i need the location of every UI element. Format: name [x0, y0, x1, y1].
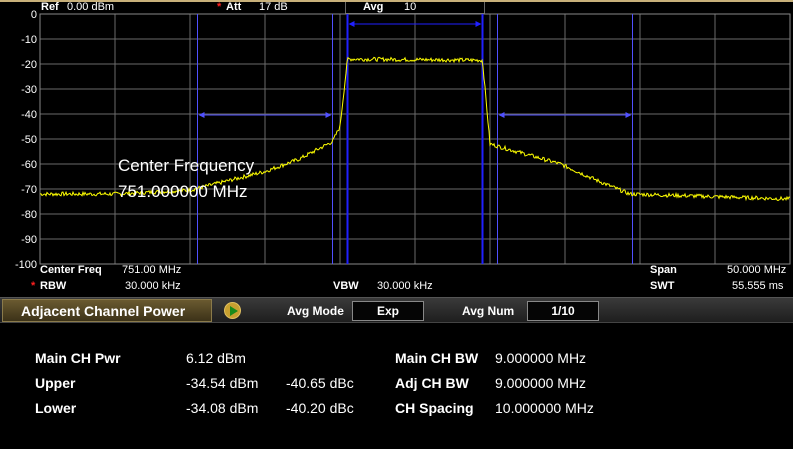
swt-label: SWT [650, 280, 675, 292]
y-tick-label: -10 [21, 34, 37, 46]
y-tick-label: -60 [21, 159, 37, 171]
upper-dbm: -34.54 dBm [186, 375, 259, 391]
plot-border [39, 13, 791, 265]
center-frequency-value: 751.000000 MHz [118, 182, 248, 201]
main-ch-pwr-label: Main CH Pwr [35, 350, 121, 366]
center-freq-value: 751.00 MHz [122, 264, 182, 276]
att-asterisk-icon: * [217, 1, 222, 13]
att-label: Att [226, 1, 242, 13]
span-value: 50.000 MHz [727, 264, 787, 276]
y-tick-label: -30 [21, 84, 37, 96]
avg-mode-label: Avg Mode [287, 304, 344, 318]
adj-ch-bw-label: Adj CH BW [395, 375, 469, 391]
center-frequency-label: Center Frequency [118, 156, 255, 175]
att-value: 17 dB [259, 1, 288, 13]
main-ch-pwr-value: 6.12 dBm [186, 350, 246, 366]
y-tick-label: -80 [21, 209, 37, 221]
y-tick-label: -20 [21, 59, 37, 71]
vbw-label: VBW [333, 280, 359, 292]
y-tick-label: -70 [21, 184, 37, 196]
measurement-title[interactable]: Adjacent Channel Power [2, 299, 212, 322]
avg-label: Avg [363, 1, 384, 13]
avg-mode-field[interactable]: Exp [352, 301, 424, 321]
rbw-asterisk-icon: * [31, 280, 36, 292]
lower-dbm: -34.08 dBm [186, 400, 259, 416]
ch-spacing-value: 10.000000 MHz [495, 400, 594, 416]
y-tick-label: -40 [21, 109, 37, 121]
y-tick-label: -90 [21, 234, 37, 246]
vbw-value: 30.000 kHz [377, 280, 433, 292]
y-tick-label: -100 [15, 259, 37, 271]
y-tick-label: 0 [31, 9, 37, 21]
rbw-label: RBW [40, 280, 67, 292]
swt-value: 55.555 ms [732, 280, 784, 292]
upper-dbc: -40.65 dBc [286, 375, 354, 391]
top-border [0, 0, 793, 2]
adj-ch-bw-value: 9.000000 MHz [495, 375, 587, 391]
spectrum-plot: 0 -10 -20 -30 -40 -50 -60 -70 -80 -90 -100 [15, 9, 791, 271]
avg-value: 10 [404, 1, 417, 13]
upper-label: Upper [35, 375, 76, 391]
ref-label: Ref [41, 1, 59, 13]
span-label: Span [650, 264, 677, 276]
lower-label: Lower [35, 400, 77, 416]
avg-num-label: Avg Num [462, 304, 515, 318]
ref-value: 0.00 dBm [67, 1, 115, 13]
y-tick-label: -50 [21, 134, 37, 146]
measurement-toolbar: Adjacent Channel Power Avg Mode Exp Avg … [0, 297, 793, 323]
avg-num-field[interactable]: 1/10 [527, 301, 599, 321]
spectrum-trace [39, 56, 791, 202]
play-icon[interactable] [224, 302, 241, 319]
lower-dbc: -40.20 dBc [286, 400, 354, 416]
rbw-value: 30.000 kHz [125, 280, 181, 292]
center-freq-label: Center Freq [40, 264, 102, 276]
ch-spacing-label: CH Spacing [395, 400, 474, 416]
main-ch-bw-value: 9.000000 MHz [495, 350, 587, 366]
main-ch-bw-label: Main CH BW [395, 350, 479, 366]
